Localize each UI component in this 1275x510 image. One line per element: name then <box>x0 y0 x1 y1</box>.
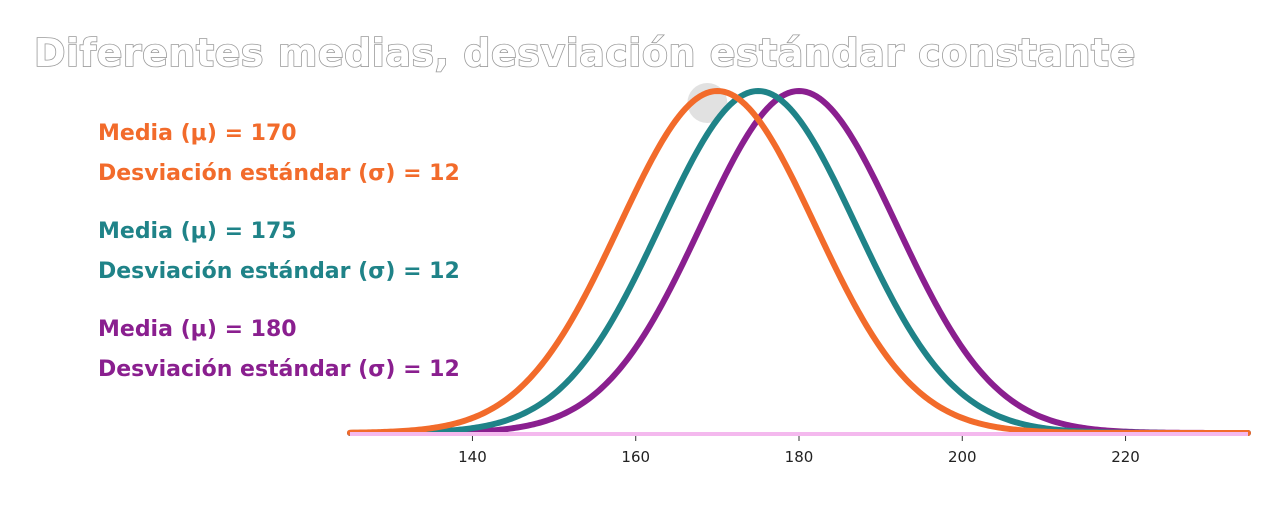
x-tick-label: 140 <box>458 448 487 466</box>
chart-title: Diferentes medias, desviación estándar c… <box>34 31 1136 75</box>
x-tick-label: 220 <box>1111 448 1140 466</box>
legend-sd-label: Desviación estándar (σ) = 12 <box>98 161 460 186</box>
series-line-1 <box>347 88 1251 436</box>
x-tick-label: 180 <box>785 448 814 466</box>
legend-mean-label: Media (μ) = 170 <box>98 121 297 146</box>
legend: Media (μ) = 170 Desviación estándar (σ) =… <box>98 121 460 382</box>
legend-sd-label: Desviación estándar (σ) = 12 <box>98 259 460 284</box>
series-line-2 <box>347 88 1251 436</box>
legend-mean-label: Media (μ) = 175 <box>98 219 297 244</box>
series-line-0 <box>347 88 1251 436</box>
x-axis: 140 160 180 200 220 <box>350 432 1248 466</box>
x-tick-label: 200 <box>948 448 977 466</box>
legend-mean-label: Media (μ) = 180 <box>98 317 297 342</box>
legend-sd-label: Desviación estándar (σ) = 12 <box>98 357 460 382</box>
plot-area <box>347 83 1251 436</box>
x-tick-label: 160 <box>621 448 650 466</box>
